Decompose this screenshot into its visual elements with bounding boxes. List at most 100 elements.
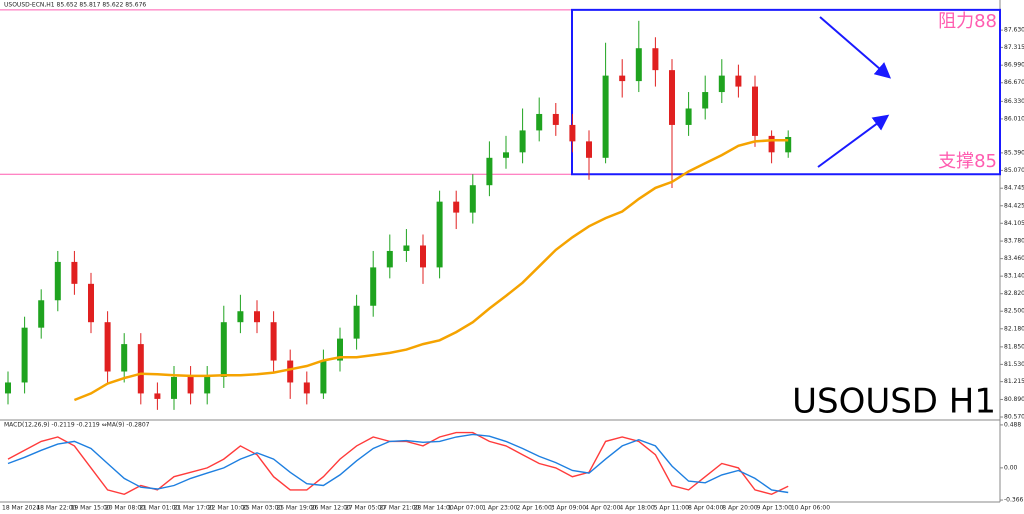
candle-body	[287, 360, 294, 383]
x-tick-label: 5 Apr 11:00	[654, 505, 689, 512]
candle-body	[386, 250, 393, 268]
candle-body	[303, 382, 310, 394]
candle-body	[71, 261, 78, 284]
candle-body	[137, 344, 144, 394]
x-tick-label: 9 Apr 13:00	[757, 505, 792, 512]
candle-body	[702, 92, 709, 109]
macd-line	[7, 433, 789, 494]
candle-body	[552, 113, 559, 125]
x-tick-label: 27 Mar 21:00	[379, 505, 419, 512]
range-box	[571, 8, 1001, 176]
candle-body	[21, 327, 28, 383]
candle-body	[669, 70, 675, 125]
x-tick-label: 18 Mar 2024	[2, 505, 40, 512]
candle-body	[635, 48, 642, 82]
candle-body	[436, 201, 443, 268]
level-label: 阻力88	[938, 11, 997, 32]
x-tick-label: 28 Mar 14:00	[414, 505, 454, 512]
y-tick-label: 84.105	[1004, 220, 1024, 227]
candle-body	[171, 376, 177, 399]
x-tick-label: 8 Apr 20:00	[722, 505, 757, 512]
y-tick-label: 86.330	[1004, 98, 1024, 105]
candle-body	[652, 48, 659, 71]
candle-body	[586, 141, 592, 158]
chart-title: USOUSD-ECN,H1 85.652 85.817 85.622 85.67…	[4, 2, 146, 9]
candle-body	[602, 75, 609, 158]
macd-tick-label: 0.488	[1004, 421, 1021, 428]
candle-body	[569, 124, 576, 142]
candle-body	[685, 108, 692, 125]
candle-body	[453, 201, 460, 213]
y-tick-label: 82.500	[1004, 308, 1024, 315]
candle-body	[420, 245, 426, 268]
candle-body	[619, 75, 626, 82]
y-tick-label: 82.820	[1004, 290, 1024, 297]
y-tick-label: 87.630	[1004, 27, 1024, 34]
x-tick-label: 10 Apr 06:00	[791, 505, 830, 512]
y-tick-label: 84.425	[1004, 202, 1024, 209]
x-tick-label: 8 Apr 04:00	[688, 505, 723, 512]
x-tick-label: 18 Mar 22:00	[36, 505, 76, 512]
candle-body	[752, 86, 758, 136]
candle-body	[718, 75, 725, 93]
y-tick-label: 81.215	[1004, 378, 1024, 385]
candle-body	[204, 376, 211, 394]
macd-title: MACD(12,26,9) -0.2119 -0.2119 ⇔MA(9) -0.…	[4, 422, 150, 429]
candle-body	[353, 305, 360, 339]
y-tick-label: 86.670	[1004, 79, 1024, 86]
candle-body	[104, 322, 111, 372]
moving-average	[73, 139, 789, 402]
candle-body	[187, 376, 194, 394]
candle-body	[320, 360, 327, 394]
x-tick-label: 27 Mar 05:00	[345, 505, 385, 512]
y-tick-label: 86.990	[1004, 62, 1024, 69]
y-tick-label: 82.180	[1004, 325, 1024, 332]
candle-body	[38, 300, 45, 328]
x-tick-label: 1 Apr 23:00	[482, 505, 517, 512]
candle-body	[154, 393, 161, 399]
macd-tick-label: 0.00	[1004, 464, 1018, 471]
x-tick-label: 21 Mar 01:00	[139, 505, 179, 512]
y-tick-label: 85.390	[1004, 149, 1024, 156]
y-tick-label: 83.140	[1004, 273, 1024, 280]
y-tick-label: 87.315	[1004, 44, 1024, 51]
candle-body	[785, 136, 792, 153]
x-tick-label: 26 Mar 12:00	[311, 505, 351, 512]
x-tick-label: 19 Mar 15:00	[71, 505, 111, 512]
y-tick-label: 83.460	[1004, 255, 1024, 262]
x-tick-label: 4 Apr 18:00	[619, 505, 654, 512]
candle-body	[54, 261, 61, 301]
arrow-up	[817, 114, 890, 168]
level-label: 支撑85	[938, 151, 997, 172]
candle-body	[735, 75, 742, 87]
candle-body	[403, 245, 410, 251]
candle-body	[469, 185, 476, 213]
candle-body	[220, 322, 227, 377]
x-tick-label: 25 Mar 03:00	[242, 505, 282, 512]
y-tick-label: 85.070	[1004, 167, 1024, 174]
candle-body	[88, 283, 94, 323]
candle-body	[5, 382, 11, 394]
watermark: USOUSD H1	[792, 382, 996, 422]
y-tick-label: 80.570	[1004, 413, 1024, 420]
candle-body	[519, 130, 526, 153]
y-tick-label: 84.745	[1004, 185, 1024, 192]
candle-body	[337, 338, 343, 361]
y-tick-label: 81.530	[1004, 361, 1024, 368]
candle-body	[486, 157, 493, 186]
x-tick-label: 4 Apr 02:00	[585, 505, 620, 512]
candle-body	[370, 267, 377, 306]
x-tick-label: 3 Apr 09:00	[551, 505, 586, 512]
x-tick-label: 1 Apr 07:00	[448, 505, 483, 512]
x-tick-label: 20 Mar 08:00	[105, 505, 145, 512]
candle-body	[503, 152, 509, 158]
x-tick-label: 25 Mar 19:00	[276, 505, 316, 512]
candle-body	[121, 344, 128, 372]
x-tick-label: 2 Apr 16:00	[517, 505, 552, 512]
x-tick-label: 22 Mar 10:00	[208, 505, 248, 512]
y-tick-label: 80.890	[1004, 396, 1024, 403]
y-tick-label: 81.850	[1004, 343, 1024, 350]
candle-body	[237, 311, 244, 323]
candle-body	[270, 322, 277, 361]
